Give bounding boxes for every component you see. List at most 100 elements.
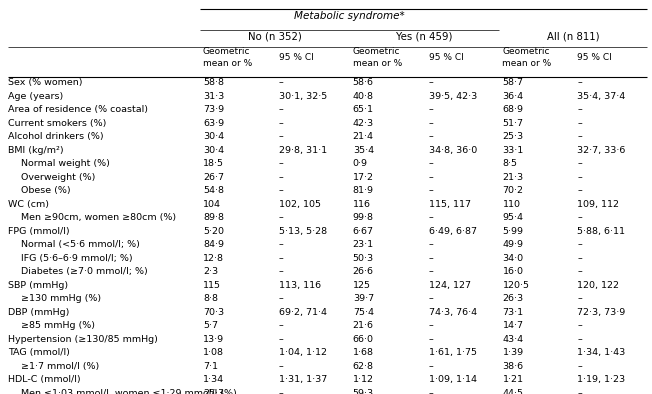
Text: 54·8: 54·8 (203, 186, 224, 195)
Text: 1·61, 1·75: 1·61, 1·75 (428, 348, 477, 357)
Text: 63·9: 63·9 (203, 119, 224, 128)
Text: 58·6: 58·6 (353, 78, 374, 87)
Text: 1·39: 1·39 (503, 348, 524, 357)
Text: 30·1, 32·5: 30·1, 32·5 (279, 92, 327, 101)
Text: 42·3: 42·3 (353, 119, 374, 128)
Text: 59·3: 59·3 (353, 389, 374, 394)
Text: 25·3: 25·3 (503, 132, 524, 141)
Text: 125: 125 (353, 281, 371, 290)
Text: 1·04, 1·12: 1·04, 1·12 (279, 348, 327, 357)
Text: 21·6: 21·6 (353, 321, 374, 330)
Text: 29·8, 31·1: 29·8, 31·1 (279, 146, 327, 155)
Text: 74·3, 76·4: 74·3, 76·4 (428, 308, 477, 317)
Text: 34·0: 34·0 (503, 254, 524, 263)
Text: 8·5: 8·5 (503, 159, 518, 168)
Text: –: – (577, 213, 582, 222)
Text: –: – (577, 119, 582, 128)
Text: 13·9: 13·9 (203, 335, 224, 344)
Text: 35·4, 37·4: 35·4, 37·4 (577, 92, 625, 101)
Text: Overweight (%): Overweight (%) (21, 173, 95, 182)
Text: 30·4: 30·4 (203, 132, 224, 141)
Text: –: – (428, 105, 434, 114)
Text: 73·9: 73·9 (203, 105, 224, 114)
Text: 95 % CI: 95 % CI (428, 53, 464, 62)
Text: 40·8: 40·8 (353, 92, 374, 101)
Text: Hypertension (≥130/85 mmHg): Hypertension (≥130/85 mmHg) (8, 335, 158, 344)
Text: –: – (577, 389, 582, 394)
Text: 26·6: 26·6 (353, 267, 374, 276)
Text: 5·99: 5·99 (503, 227, 524, 236)
Text: –: – (577, 240, 582, 249)
Text: –: – (279, 186, 284, 195)
Text: –: – (577, 335, 582, 344)
Text: –: – (428, 362, 434, 371)
Text: 44·5: 44·5 (503, 389, 524, 394)
Text: Sex (% women): Sex (% women) (8, 78, 83, 87)
Text: 38·6: 38·6 (503, 362, 524, 371)
Text: –: – (428, 78, 434, 87)
Text: BMI (kg/m²): BMI (kg/m²) (8, 146, 64, 155)
Text: Obese (%): Obese (%) (21, 186, 70, 195)
Text: Men ≥90cm, women ≥80cm (%): Men ≥90cm, women ≥80cm (%) (21, 213, 176, 222)
Text: 6·67: 6·67 (353, 227, 374, 236)
Text: 1·21: 1·21 (503, 375, 524, 384)
Text: –: – (577, 294, 582, 303)
Text: 35·4: 35·4 (353, 146, 374, 155)
Text: –: – (577, 173, 582, 182)
Text: 70·3: 70·3 (203, 308, 224, 317)
Text: –: – (428, 321, 434, 330)
Text: –: – (428, 132, 434, 141)
Text: 115, 117: 115, 117 (428, 200, 471, 209)
Text: Yes (​n 459): Yes (​n 459) (396, 32, 453, 42)
Text: 26·7: 26·7 (203, 173, 224, 182)
Text: –: – (279, 159, 284, 168)
Text: –: – (428, 240, 434, 249)
Text: Area of residence (% coastal): Area of residence (% coastal) (8, 105, 148, 114)
Text: 116: 116 (353, 200, 371, 209)
Text: 26·3: 26·3 (503, 294, 524, 303)
Text: 72·3, 73·9: 72·3, 73·9 (577, 308, 625, 317)
Text: DBP (mmHg): DBP (mmHg) (8, 308, 69, 317)
Text: –: – (279, 78, 284, 87)
Text: 39·7: 39·7 (353, 294, 374, 303)
Text: 99·8: 99·8 (353, 213, 374, 222)
Text: 25·3: 25·3 (203, 389, 224, 394)
Text: FPG (mmol/l): FPG (mmol/l) (8, 227, 70, 236)
Text: 33·1: 33·1 (503, 146, 524, 155)
Text: –: – (279, 240, 284, 249)
Text: 58·8: 58·8 (203, 78, 224, 87)
Text: 95 % CI: 95 % CI (279, 53, 314, 62)
Text: 39·5, 42·3: 39·5, 42·3 (428, 92, 477, 101)
Text: 21·3: 21·3 (503, 173, 524, 182)
Text: –: – (428, 254, 434, 263)
Text: 1·68: 1·68 (353, 348, 374, 357)
Text: 110: 110 (503, 200, 520, 209)
Text: 62·8: 62·8 (353, 362, 374, 371)
Text: 58·7: 58·7 (503, 78, 524, 87)
Text: –: – (428, 294, 434, 303)
Text: –: – (577, 254, 582, 263)
Text: 104: 104 (203, 200, 221, 209)
Text: SBP (mmHg): SBP (mmHg) (8, 281, 68, 290)
Text: 5·7: 5·7 (203, 321, 218, 330)
Text: Age (years): Age (years) (8, 92, 63, 101)
Text: –: – (428, 186, 434, 195)
Text: Current smokers (%): Current smokers (%) (8, 119, 106, 128)
Text: 1·31, 1·37: 1·31, 1·37 (279, 375, 327, 384)
Text: –: – (428, 267, 434, 276)
Text: 5·20: 5·20 (203, 227, 224, 236)
Text: 120·5: 120·5 (503, 281, 529, 290)
Text: 65·1: 65·1 (353, 105, 374, 114)
Text: 30·4: 30·4 (203, 146, 224, 155)
Text: 113, 116: 113, 116 (279, 281, 321, 290)
Text: –: – (577, 132, 582, 141)
Text: 120, 122: 120, 122 (577, 281, 619, 290)
Text: 81·9: 81·9 (353, 186, 374, 195)
Text: Geometric
mean or %: Geometric mean or % (353, 47, 402, 68)
Text: 95·4: 95·4 (503, 213, 524, 222)
Text: 5·88, 6·11: 5·88, 6·11 (577, 227, 625, 236)
Text: –: – (428, 213, 434, 222)
Text: –: – (279, 119, 284, 128)
Text: Metabolic syndrome*: Metabolic syndrome* (294, 11, 405, 21)
Text: –: – (279, 321, 284, 330)
